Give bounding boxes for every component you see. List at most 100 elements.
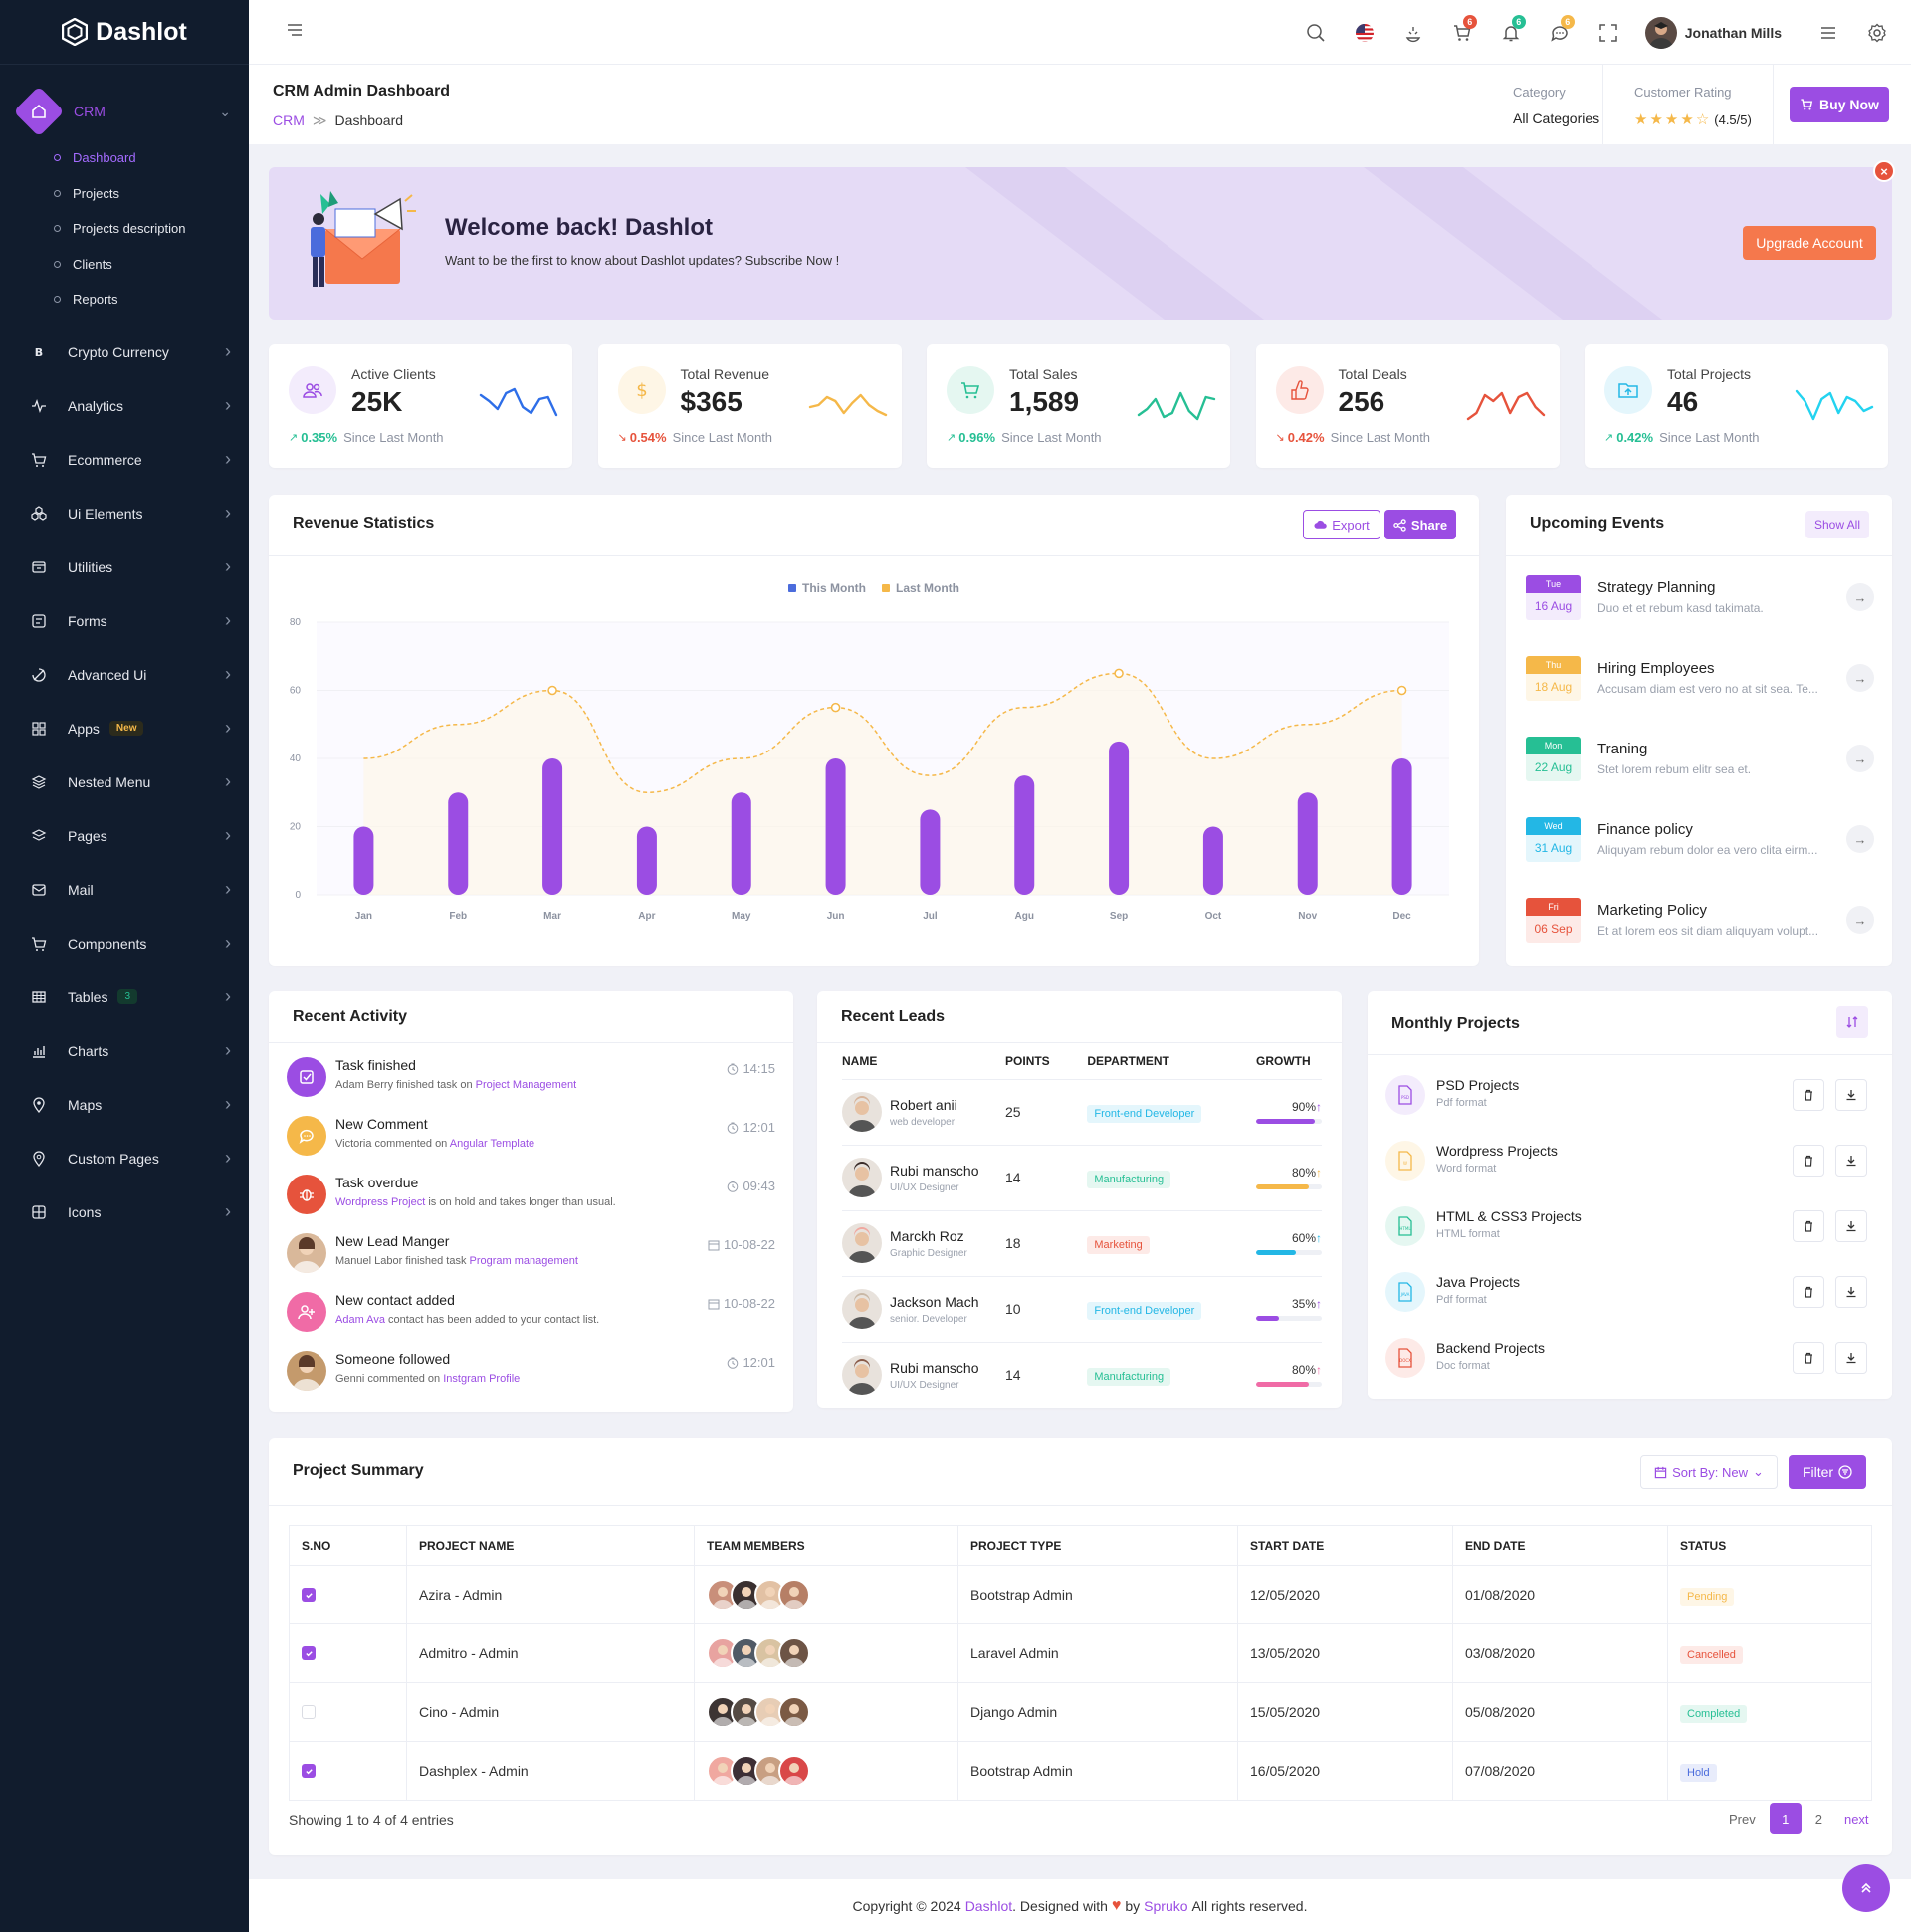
event-item[interactable]: Thu 18 Aug Hiring Employees Accusam diam es… (1526, 656, 1874, 716)
lead-row[interactable]: Rubi manscho UI/UX Designer 14 Manufacturin… (842, 1341, 1322, 1407)
sort-options-button[interactable] (1836, 1006, 1868, 1038)
avatar[interactable] (778, 1637, 810, 1669)
lead-row[interactable]: Marckh Roz Graphic Designer 18 Marketing 60%… (842, 1209, 1322, 1276)
row-checkbox[interactable] (302, 1705, 316, 1719)
category-selector[interactable]: Category All Categories (1513, 85, 1599, 126)
sidebar-item-crypto-currency[interactable]: B Crypto Currency › (0, 325, 249, 379)
delete-button[interactable] (1793, 1079, 1824, 1111)
download-button[interactable] (1835, 1276, 1867, 1308)
event-item[interactable]: Tue 16 Aug Strategy Planning Duo et et rebu… (1526, 575, 1874, 635)
delete-button[interactable] (1793, 1210, 1824, 1242)
sidebar-item-ecommerce[interactable]: Ecommerce › (0, 433, 249, 487)
avatar[interactable] (778, 1579, 810, 1610)
lead-row[interactable]: Robert anii web developer 25 Front-end Deve… (842, 1078, 1322, 1145)
table-row[interactable]: Dashplex - Admin Bootstrap Admin 16/05/202… (289, 1741, 1872, 1801)
lead-row[interactable]: Jackson Mach senior. Developer 10 Front-end… (842, 1275, 1322, 1342)
submenu-item-clients[interactable]: Clients (0, 247, 249, 283)
download-button[interactable] (1835, 1145, 1867, 1177)
download-button[interactable] (1835, 1342, 1867, 1374)
footer-author-link[interactable]: Spruko (1144, 1897, 1188, 1914)
event-item[interactable]: Fri 06 Sep Marketing Policy Et at lorem eos… (1526, 898, 1874, 958)
theme-toggle-icon[interactable] (1389, 0, 1438, 65)
sidebar-item-icons[interactable]: Icons › (0, 1185, 249, 1239)
arrow-right-icon[interactable]: → (1846, 583, 1874, 611)
divider (817, 1042, 1342, 1043)
avatar[interactable] (707, 1696, 739, 1728)
activity-link[interactable]: Instgram Profile (443, 1373, 521, 1385)
arrow-right-icon[interactable]: → (1846, 745, 1874, 772)
avatar[interactable] (778, 1755, 810, 1787)
page-button-2[interactable]: 2 (1814, 1811, 1822, 1826)
delete-button[interactable] (1793, 1145, 1824, 1177)
sidebar-item-mail[interactable]: Mail › (0, 863, 249, 917)
row-checkbox[interactable] (302, 1588, 316, 1602)
sidebar-item-utilities[interactable]: Utilities › (0, 540, 249, 594)
page-button-1[interactable]: 1 (1769, 1803, 1802, 1834)
arrow-right-icon[interactable]: → (1846, 906, 1874, 934)
sidebar-item-components[interactable]: Components › (0, 917, 249, 970)
event-item[interactable]: Mon 22 Aug Traning Stet lorem rebum elitr s… (1526, 737, 1874, 796)
arrow-right-icon[interactable]: → (1846, 825, 1874, 853)
row-checkbox[interactable] (302, 1646, 316, 1660)
sort-dropdown[interactable]: Sort By: New ⌄ (1640, 1455, 1778, 1489)
sidebar-item-maps[interactable]: Maps › (0, 1078, 249, 1132)
row-checkbox[interactable] (302, 1764, 316, 1778)
sidebar-item-charts[interactable]: Charts › (0, 1024, 249, 1078)
sidebar-item-apps[interactable]: Apps New › (0, 702, 249, 755)
table-row[interactable]: Admitro - Admin Laravel Admin 13/05/2020 03… (289, 1623, 1872, 1683)
user-menu[interactable]: Jonathan Mills (1633, 16, 1804, 49)
page-title: CRM Admin Dashboard (273, 83, 451, 100)
show-all-button[interactable]: Show All (1805, 511, 1869, 538)
delete-button[interactable] (1793, 1276, 1824, 1308)
delete-button[interactable] (1793, 1342, 1824, 1374)
next-page-button[interactable]: next (1843, 1811, 1869, 1826)
lead-row[interactable]: Rubi manscho UI/UX Designer 14 Manufacturin… (842, 1144, 1322, 1210)
scroll-to-top-button[interactable] (1842, 1864, 1890, 1912)
chat-icon[interactable]: 6 (1536, 0, 1585, 65)
brand-logo[interactable]: Dashlot (0, 0, 249, 65)
sidebar-item-custom-pages[interactable]: Custom Pages › (0, 1132, 249, 1185)
upgrade-account-button[interactable]: Upgrade Account (1743, 226, 1876, 260)
footer-brand-link[interactable]: Dashlot (964, 1897, 1013, 1914)
arrow-right-icon[interactable]: → (1846, 664, 1874, 692)
sidebar-item-crm[interactable]: CRM ⌄ (0, 85, 249, 138)
submenu-item-reports[interactable]: Reports (0, 282, 249, 318)
activity-link[interactable]: Adam Ava (335, 1314, 385, 1326)
sidebar-item-forms[interactable]: Forms › (0, 594, 249, 648)
sidebar-item-ui-elements[interactable]: Ui Elements › (0, 487, 249, 540)
fullscreen-icon[interactable] (1585, 0, 1633, 65)
cart-icon[interactable]: 6 (1438, 0, 1487, 65)
activity-link[interactable]: Wordpress Project (335, 1196, 426, 1208)
us-flag-icon[interactable] (1341, 0, 1389, 65)
sidebar-item-nested-menu[interactable]: Nested Menu › (0, 755, 249, 809)
submenu-item-projects[interactable]: Projects (0, 176, 249, 212)
menu-toggle-icon[interactable] (287, 23, 303, 37)
submenu-item-dashboard[interactable]: Dashboard (0, 140, 249, 176)
share-button[interactable]: Share (1384, 510, 1456, 539)
search-icon[interactable] (1292, 0, 1341, 65)
event-item[interactable]: Wed 31 Aug Finance policy Aliquyam rebum do… (1526, 817, 1874, 877)
filter-button[interactable]: Filter (1789, 1455, 1866, 1489)
submenu-item-projects-description[interactable]: Projects description (0, 211, 249, 247)
bell-icon[interactable]: 6 (1487, 0, 1536, 65)
activity-link[interactable]: Program management (469, 1255, 578, 1267)
buy-now-button[interactable]: Buy Now (1790, 87, 1889, 122)
avatar[interactable] (778, 1696, 810, 1728)
close-banner-icon[interactable]: × (1873, 160, 1895, 182)
download-button[interactable] (1835, 1079, 1867, 1111)
sidebar-item-advanced-ui[interactable]: Advanced Ui › (0, 648, 249, 702)
breadcrumb-root[interactable]: CRM (273, 112, 305, 128)
arrow-up-icon: ↑ (1316, 1100, 1322, 1114)
sidebar-item-analytics[interactable]: Analytics › (0, 379, 249, 433)
export-button[interactable]: Export (1303, 510, 1380, 539)
activity-link[interactable]: Angular Template (449, 1138, 535, 1150)
table-row[interactable]: Cino - Admin Django Admin 15/05/2020 05/08/… (289, 1682, 1872, 1742)
settings-gear-icon[interactable] (1852, 0, 1901, 65)
prev-page-button[interactable]: Prev (1729, 1811, 1756, 1826)
switcher-icon[interactable] (1804, 0, 1852, 65)
activity-link[interactable]: Project Management (475, 1079, 577, 1091)
sidebar-item-pages[interactable]: Pages › (0, 809, 249, 863)
download-button[interactable] (1835, 1210, 1867, 1242)
table-row[interactable]: Azira - Admin Bootstrap Admin 12/05/2020 01… (289, 1565, 1872, 1624)
sidebar-item-tables[interactable]: Tables 3 › (0, 970, 249, 1024)
